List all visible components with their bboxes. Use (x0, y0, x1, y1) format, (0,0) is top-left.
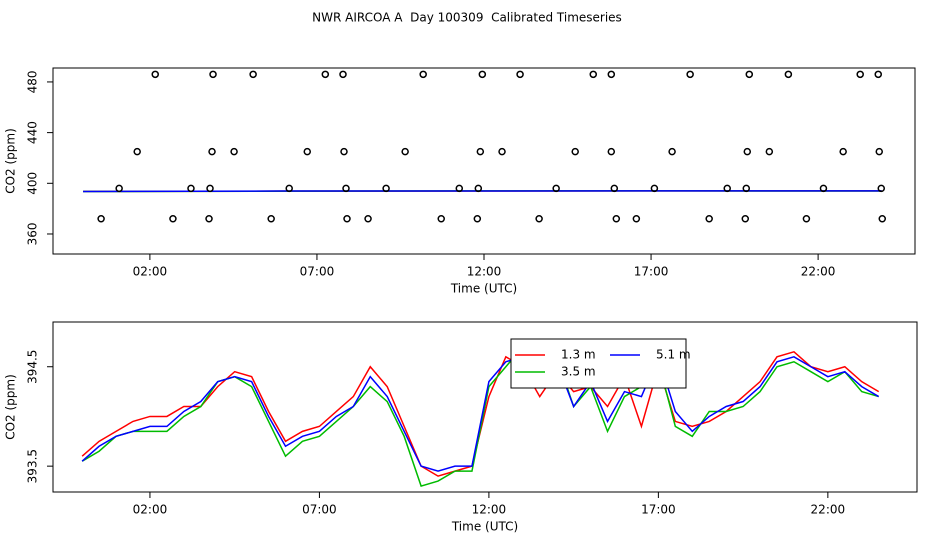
y-tick-label: 480 (26, 70, 40, 93)
data-point (839, 147, 847, 156)
data-point (169, 215, 177, 223)
data-point (208, 147, 216, 156)
data-point (340, 147, 348, 156)
data-point (339, 70, 347, 79)
data-point (742, 184, 751, 193)
legend-label: 3.5 m (561, 365, 596, 379)
data-point (668, 147, 676, 156)
data-point (743, 147, 752, 156)
data-point (741, 215, 750, 223)
data-point (802, 215, 811, 223)
x-axis-title: Time (UTC) (451, 520, 518, 534)
data-point (285, 184, 293, 193)
data-point (401, 147, 409, 156)
data-point (321, 70, 330, 79)
data-point (874, 70, 882, 79)
data-point (875, 147, 884, 156)
data-point (419, 70, 427, 79)
legend-label: 1.3 m (561, 348, 596, 362)
x-tick-label: 12:00 (472, 503, 507, 517)
data-point (267, 215, 275, 223)
data-point (133, 147, 141, 156)
data-point (343, 215, 351, 223)
data-point (230, 147, 238, 156)
data-point (535, 215, 543, 223)
y-tick-label: 440 (26, 121, 40, 144)
x-axis-title: Time (UTC) (450, 282, 517, 296)
data-point (607, 70, 616, 79)
data-point (364, 215, 372, 223)
x-tick-label: 02:00 (133, 503, 168, 517)
x-tick-label: 17:00 (641, 503, 676, 517)
data-point (745, 70, 754, 79)
data-point (209, 70, 217, 79)
data-point (516, 70, 524, 79)
data-point (437, 215, 445, 223)
data-point (206, 184, 214, 193)
data-point (607, 147, 616, 156)
data-point (878, 215, 887, 223)
data-point (115, 184, 123, 193)
data-point (249, 70, 257, 79)
x-tick-label: 17:00 (634, 265, 669, 279)
data-point (303, 147, 312, 156)
data-line (81, 345, 879, 487)
data-point (473, 215, 482, 223)
data-point (455, 184, 464, 193)
data-line (83, 190, 882, 193)
data-point (819, 184, 828, 193)
data-point (765, 147, 774, 156)
legend-box (510, 338, 687, 389)
data-point (382, 184, 390, 193)
data-point (474, 184, 483, 193)
data-point (342, 184, 350, 193)
data-point (205, 215, 213, 223)
data-point (632, 215, 641, 223)
data-point (151, 70, 159, 79)
x-tick-label: 07:00 (300, 265, 335, 279)
x-tick-label: 22:00 (811, 503, 846, 517)
data-point (476, 147, 485, 156)
x-tick-label: 12:00 (467, 265, 502, 279)
data-line (81, 350, 880, 477)
data-point (552, 184, 560, 193)
data-point (187, 184, 195, 193)
x-tick-label: 22:00 (801, 265, 836, 279)
chart-title: NWR AIRCOA A Day 100309 Calibrated Times… (312, 11, 622, 25)
plot-frame (52, 321, 918, 493)
y-tick-label: 400 (26, 172, 40, 195)
data-point (723, 184, 731, 193)
data-line (81, 354, 880, 472)
data-point (589, 70, 598, 79)
plot-frame (52, 67, 916, 255)
legend-label: 5.1 m (656, 348, 691, 362)
y-tick-label: 360 (26, 223, 40, 246)
x-tick-label: 07:00 (302, 503, 337, 517)
x-tick-label: 02:00 (133, 265, 168, 279)
data-point (686, 70, 694, 79)
data-point (478, 70, 487, 79)
data-point (877, 184, 886, 193)
data-point (784, 70, 793, 79)
data-point (650, 184, 659, 193)
data-point (571, 147, 579, 156)
y-axis-title: CO2 (ppm) (4, 128, 18, 194)
data-point (97, 215, 105, 223)
data-point (610, 184, 619, 193)
y-tick-label: 393.5 (26, 449, 40, 483)
data-point (612, 215, 621, 223)
data-point (498, 147, 506, 156)
y-tick-label: 394.5 (26, 350, 40, 384)
data-point (856, 70, 864, 79)
data-point (705, 215, 713, 223)
y-axis-title: CO2 (ppm) (4, 374, 18, 440)
